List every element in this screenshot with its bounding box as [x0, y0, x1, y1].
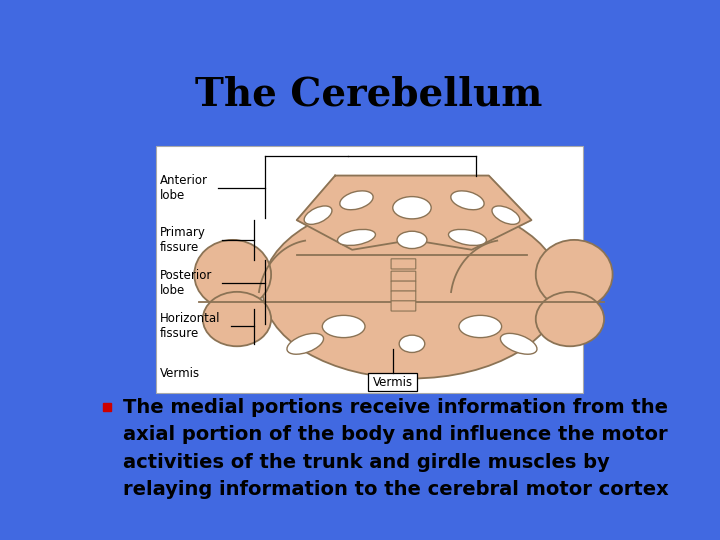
FancyBboxPatch shape — [391, 301, 415, 311]
Ellipse shape — [304, 206, 332, 224]
Ellipse shape — [263, 200, 562, 379]
Ellipse shape — [323, 315, 365, 338]
FancyBboxPatch shape — [391, 271, 415, 281]
Ellipse shape — [340, 191, 373, 210]
Ellipse shape — [203, 292, 271, 346]
Text: Posterior
lobe: Posterior lobe — [160, 269, 212, 297]
Text: Vermis: Vermis — [373, 376, 413, 389]
Ellipse shape — [459, 315, 502, 338]
Ellipse shape — [492, 206, 520, 224]
Ellipse shape — [500, 333, 537, 354]
Bar — [368, 374, 418, 391]
Text: The Cerebellum: The Cerebellum — [195, 75, 543, 113]
Text: Vermis: Vermis — [160, 367, 200, 380]
Ellipse shape — [397, 231, 427, 248]
Ellipse shape — [392, 197, 431, 219]
Ellipse shape — [287, 333, 323, 354]
Text: The medial portions receive information from the
axial portion of the body and i: The medial portions receive information … — [122, 398, 668, 499]
Ellipse shape — [536, 292, 604, 346]
Ellipse shape — [536, 240, 613, 309]
Ellipse shape — [194, 240, 271, 309]
Polygon shape — [297, 176, 531, 250]
Bar — [156, 146, 582, 393]
Text: Horizontal
fissure: Horizontal fissure — [160, 313, 220, 341]
FancyBboxPatch shape — [391, 281, 415, 291]
Text: Primary
fissure: Primary fissure — [160, 226, 206, 254]
Ellipse shape — [338, 230, 375, 246]
FancyBboxPatch shape — [391, 291, 415, 301]
Ellipse shape — [399, 335, 425, 353]
Text: Anterior
lobe: Anterior lobe — [160, 174, 208, 202]
Ellipse shape — [449, 230, 487, 246]
Ellipse shape — [451, 191, 484, 210]
FancyBboxPatch shape — [391, 259, 415, 269]
